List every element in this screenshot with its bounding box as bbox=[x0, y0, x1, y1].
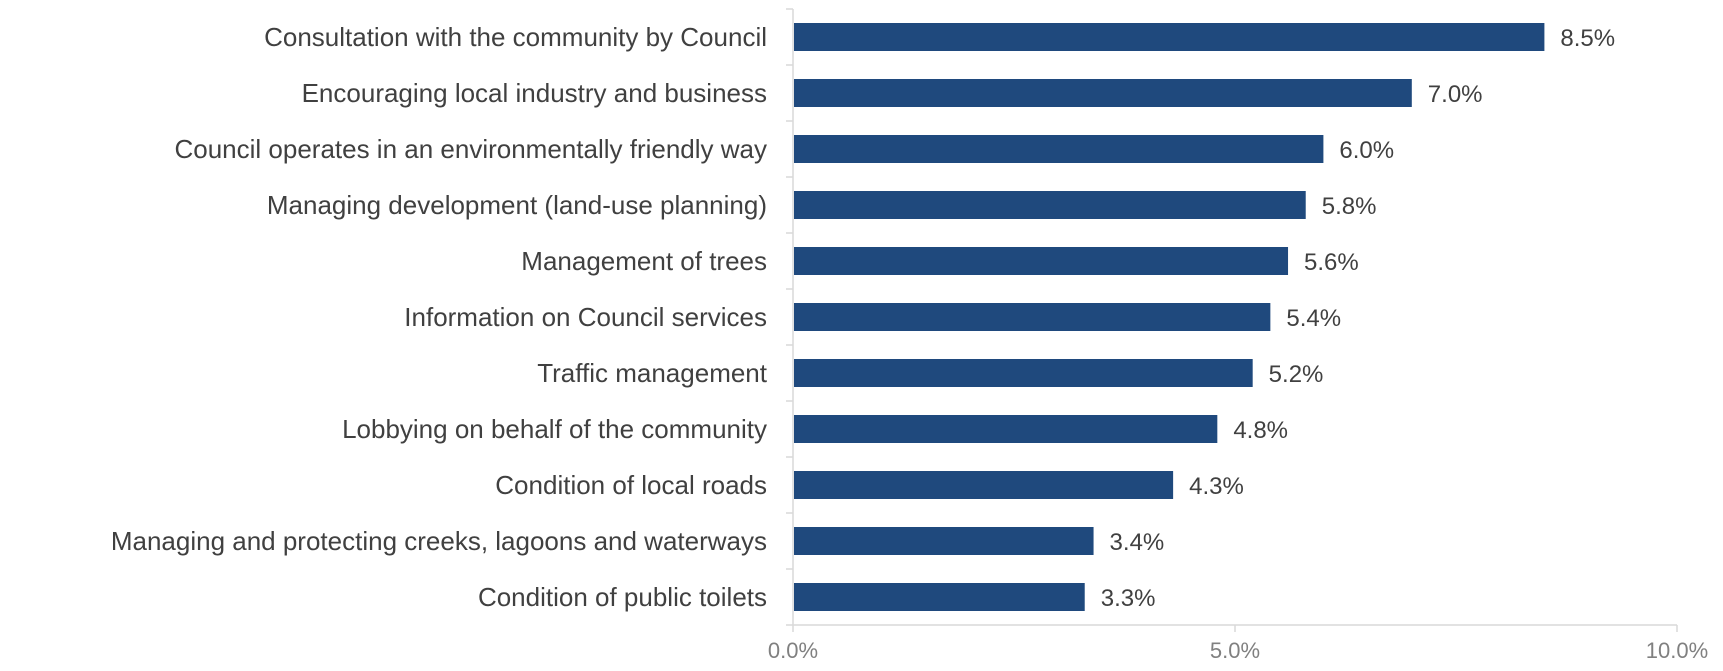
value-label: 3.3% bbox=[1101, 585, 1156, 612]
value-label: 4.3% bbox=[1189, 473, 1244, 500]
category-label: Lobbying on behalf of the community bbox=[342, 414, 767, 444]
value-label: 5.8% bbox=[1322, 193, 1377, 220]
category-label: Traffic management bbox=[537, 358, 768, 388]
bar bbox=[794, 471, 1174, 499]
bar bbox=[794, 303, 1271, 331]
category-label: Condition of local roads bbox=[495, 470, 767, 500]
category-label: Consultation with the community by Counc… bbox=[264, 22, 767, 52]
value-label: 8.5% bbox=[1560, 25, 1615, 52]
bar bbox=[794, 359, 1253, 387]
category-label: Managing and protecting creeks, lagoons … bbox=[111, 526, 767, 556]
bar bbox=[794, 191, 1306, 219]
bars-layer bbox=[794, 23, 1545, 611]
value-label: 7.0% bbox=[1428, 81, 1483, 108]
bar bbox=[794, 79, 1412, 107]
category-label: Encouraging local industry and business bbox=[302, 78, 767, 108]
x-tick-label: 5.0% bbox=[1210, 638, 1260, 663]
bar bbox=[794, 527, 1094, 555]
bar bbox=[794, 135, 1324, 163]
value-label: 6.0% bbox=[1339, 137, 1394, 164]
bar bbox=[794, 415, 1218, 443]
category-label: Council operates in an environmentally f… bbox=[174, 134, 767, 164]
value-label: 4.8% bbox=[1233, 417, 1288, 444]
category-label: Managing development (land-use planning) bbox=[267, 190, 767, 220]
value-label: 5.2% bbox=[1269, 361, 1324, 388]
category-label: Condition of public toilets bbox=[478, 582, 767, 612]
axis-layer: 0.0% 5.0% 10.0% bbox=[768, 8, 1708, 663]
value-label: 5.4% bbox=[1286, 305, 1341, 332]
bar bbox=[794, 247, 1289, 275]
x-tick-label: 10.0% bbox=[1646, 638, 1708, 663]
category-label: Information on Council services bbox=[404, 302, 767, 332]
value-label: 3.4% bbox=[1110, 529, 1165, 556]
labels-layer: Consultation with the community by Counc… bbox=[111, 22, 1615, 612]
value-label: 5.6% bbox=[1304, 249, 1359, 276]
bar bbox=[794, 583, 1085, 611]
category-label: Management of trees bbox=[521, 246, 767, 276]
x-tick-label: 0.0% bbox=[768, 638, 818, 663]
bar bbox=[794, 23, 1545, 51]
